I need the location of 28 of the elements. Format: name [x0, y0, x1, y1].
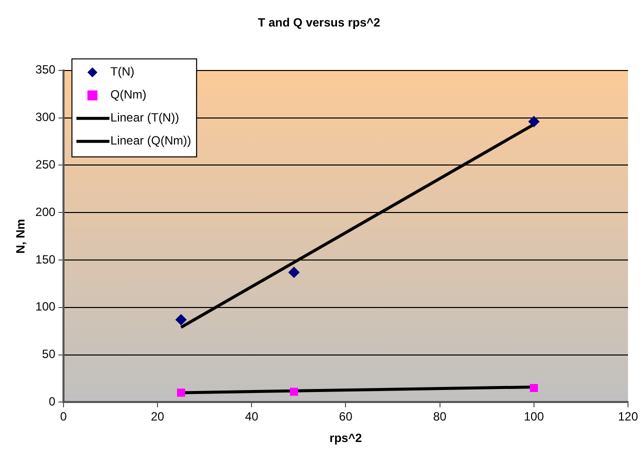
- point: [288, 266, 300, 278]
- point: [290, 388, 298, 396]
- x-tick-label: 80: [433, 410, 447, 424]
- y-axis-title: N, Nm: [14, 218, 28, 254]
- point: [176, 314, 187, 326]
- x-tick-label: 100: [524, 410, 544, 424]
- y-tick-label: 350: [35, 62, 56, 77]
- y-tick-label: 0: [48, 394, 56, 409]
- point: [530, 384, 538, 392]
- x-tick-label: 0: [60, 410, 68, 424]
- legend-label: Linear (T(N)): [110, 110, 180, 125]
- point: [528, 116, 540, 128]
- x-axis-title: rps^2: [330, 431, 362, 446]
- y-tick-label: 200: [35, 204, 56, 219]
- x-tick-label: 40: [244, 410, 259, 424]
- y-tick-label: 300: [35, 110, 56, 124]
- x-tick-label: 20: [150, 410, 165, 424]
- y-tick-label: 100: [35, 300, 56, 314]
- legend-label: Linear (Q(Nm)): [110, 134, 192, 148]
- x-tick-label: 60: [339, 410, 353, 424]
- legend-label: T(N): [110, 64, 134, 79]
- chart-title: T and Q versus rps^2: [258, 16, 381, 30]
- x-tick-label: 120: [618, 410, 638, 424]
- y-tick-label: 250: [35, 158, 56, 172]
- point: [177, 388, 186, 397]
- y-tick-label: 150: [35, 252, 56, 266]
- y-tick-label: 50: [42, 347, 56, 362]
- legend-label: Q(Nm): [110, 88, 146, 102]
